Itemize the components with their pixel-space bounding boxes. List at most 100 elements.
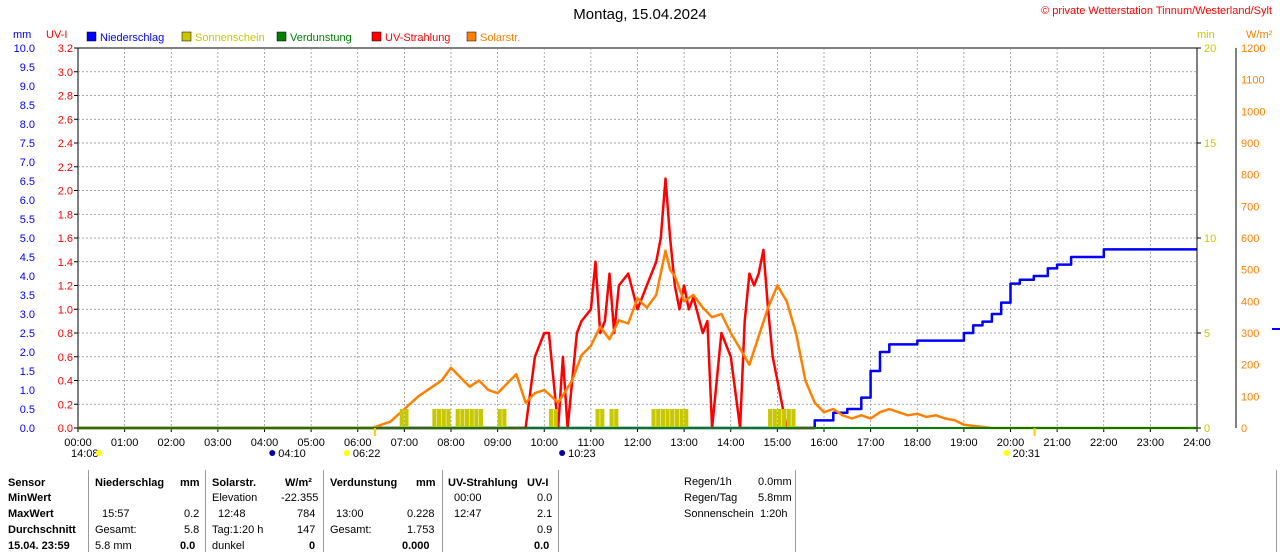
solarstr-line — [78, 249, 1197, 430]
mm-tick-label: 2.0 — [20, 347, 35, 359]
x-tick-label: 01:00 — [111, 437, 139, 449]
niederschlag-line — [78, 248, 1197, 430]
legend-swatch-sonnenschein — [181, 31, 192, 42]
wm2-tick-label: 800 — [1241, 170, 1259, 182]
x-tick-label: 14:00 — [717, 437, 745, 449]
verd-gesamt-label: Gesamt: — [330, 524, 372, 536]
x-tick-label: 12:00 — [624, 437, 652, 449]
sonnenschein-bar — [684, 409, 689, 428]
sonnenschein-bar — [432, 409, 437, 428]
mm-tick-label: 9.0 — [20, 81, 35, 93]
sonnenschein-bar — [656, 409, 661, 428]
wm2-tick-label: 500 — [1241, 265, 1259, 277]
uv-tick-label: 2.8 — [58, 91, 73, 103]
sonnenschein-bar — [460, 409, 465, 428]
solar-header: Solarstr. — [212, 477, 257, 489]
x-tick-label: 06:00 — [344, 437, 372, 449]
solar-max-time: 12:48 — [218, 508, 246, 520]
mm-tick-label: 7.0 — [20, 157, 35, 169]
x-tick-label: 23:00 — [1137, 437, 1165, 449]
event-sunset-label: 20:31 — [1013, 448, 1041, 460]
uv-tick-label: 3.0 — [58, 67, 73, 79]
sonnenschein-bar — [660, 409, 665, 428]
uv-tick-label: 1.6 — [58, 233, 73, 245]
weather-chart: Niederschlag Sonnenschein Verdunstung UV… — [13, 29, 1280, 460]
sonnenschein-bar — [768, 409, 773, 428]
verd-unit: mm — [416, 477, 436, 489]
uv-tick-label: 1.2 — [58, 281, 73, 293]
sonnenschein-bar — [446, 409, 451, 428]
min-tick-label: 15 — [1204, 138, 1216, 150]
sonnenschein-bar — [782, 409, 787, 428]
x-tick-label: 02:00 — [157, 437, 185, 449]
x-tick-label: 18:00 — [903, 437, 931, 449]
regentag-val: 5.8mm — [758, 492, 792, 504]
chart-marks — [78, 177, 1280, 430]
nied-max-val: 0.2 — [184, 508, 200, 520]
nied-last-label: 5.8 mm — [95, 540, 132, 552]
uv-tick-label: 1.4 — [58, 257, 73, 269]
wm2-tick-label: 200 — [1241, 360, 1259, 372]
sonnenschein-bar — [553, 409, 558, 428]
legend-swatch-solar — [466, 31, 477, 42]
sonnenschein-bar — [609, 409, 614, 428]
mm-tick-label: 0.0 — [20, 423, 35, 435]
uv-tick-label: 0.8 — [58, 328, 73, 340]
mm-tick-label: 8.5 — [20, 100, 35, 112]
event-transit-label: 10:23 — [568, 448, 596, 460]
event-sunrise-icon — [343, 450, 350, 456]
row-label-durchschnitt: Durchschnitt — [8, 524, 76, 536]
grid — [77, 47, 1198, 429]
sonnenschein-bar — [464, 409, 470, 428]
verd-max-val: 0.228 — [407, 508, 435, 520]
wm2-tick-label: 600 — [1241, 233, 1259, 245]
wm2-tick-label: 0 — [1241, 423, 1247, 435]
axis-label-min: min — [1197, 29, 1215, 41]
x-tick-label: 04:00 — [251, 437, 279, 449]
wm2-tick-label: 300 — [1241, 328, 1259, 340]
verd-header: Verdunstung — [330, 477, 398, 489]
uv-max-time: 12:47 — [454, 508, 482, 520]
x-tick-label: 11:00 — [578, 437, 605, 449]
event-moonrise-label: 04:10 — [278, 448, 306, 460]
uv-tick-label: 0.2 — [58, 399, 73, 411]
sonnenschein-bar — [497, 409, 502, 428]
min-tick-label: 10 — [1204, 233, 1216, 245]
mm-tick-label: 0.5 — [20, 404, 35, 416]
uv-tick-label: 2.4 — [58, 138, 73, 150]
stats-table: Sensor MinWert MaxWert Durchschnitt 15.0… — [0, 470, 1280, 552]
x-tick-label: 19:00 — [950, 437, 978, 449]
mm-tick-label: 6.0 — [20, 195, 35, 207]
legend-label-solar: Solarstr. — [480, 32, 520, 44]
axis-label-uv: UV-I — [46, 29, 67, 41]
mm-tick-label: 3.0 — [20, 309, 35, 321]
solar-dunkel-label: dunkel — [212, 540, 245, 552]
sonnenschein-bar — [791, 409, 796, 428]
wm2-tick-label: 1100 — [1241, 75, 1265, 87]
x-tick-label: 16:00 — [810, 437, 838, 449]
sonnenschein-bar — [399, 409, 404, 428]
mm-tick-label: 1.5 — [20, 366, 35, 378]
x-tick-label: 20:00 — [997, 437, 1025, 449]
legend-label-verdunstung: Verdunstung — [290, 32, 352, 44]
chart-title: Montag, 15.04.2024 — [573, 6, 707, 23]
uv-max-val: 2.1 — [537, 508, 553, 520]
regen1h-label: Regen/1h — [684, 476, 732, 488]
event-sunrise-label: 06:22 — [353, 448, 381, 460]
sonnenschein-bar — [670, 409, 675, 428]
wm2-tick-label: 400 — [1241, 296, 1259, 308]
regen1h-val: 0.0mm — [758, 476, 792, 488]
solar-unit: W/m² — [285, 477, 312, 489]
uv-avg-val: 0.9 — [537, 524, 553, 536]
sonnenschein-bar — [600, 409, 605, 428]
x-tick-label: 07:00 — [391, 437, 419, 449]
uv-tick-label: 2.6 — [58, 114, 73, 126]
solar-elev-val: -22.355 — [281, 492, 319, 504]
uv-tick-label: 2.0 — [58, 186, 73, 198]
axis-label-mm: mm — [13, 29, 31, 41]
x-tick-label: 15:00 — [764, 437, 792, 449]
sonnenschein-bar — [674, 409, 679, 428]
uv-tick-label: 0.0 — [58, 423, 73, 435]
nied-unit: mm — [180, 477, 200, 489]
uv-min-time: 00:00 — [454, 492, 482, 504]
